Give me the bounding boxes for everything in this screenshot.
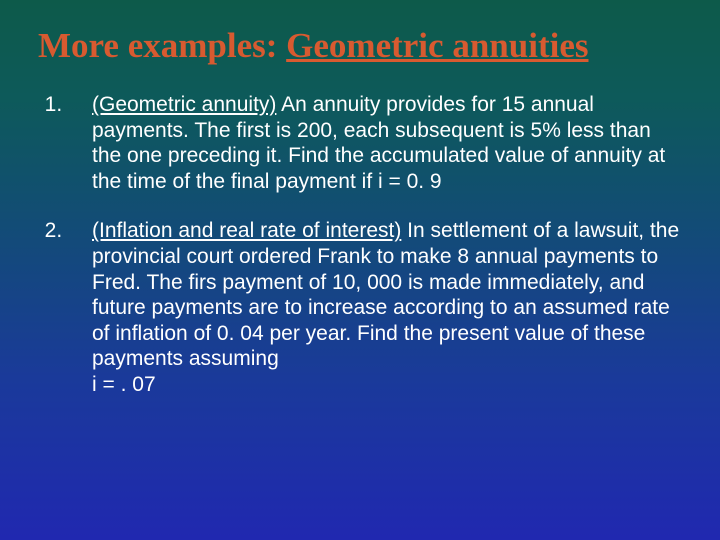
list-item: (Geometric annuity) An annuity provides … xyxy=(68,92,682,194)
ordered-list: (Geometric annuity) An annuity provides … xyxy=(38,92,682,398)
slide: More examples: Geometric annuities (Geom… xyxy=(0,0,720,540)
list-item: (Inflation and real rate of interest) In… xyxy=(68,218,682,397)
item-tail: i = . 07 xyxy=(92,373,156,396)
slide-title: More examples: Geometric annuities xyxy=(38,26,682,66)
item-term: (Inflation and real rate of interest) xyxy=(92,219,401,242)
item-term: (Geometric annuity) xyxy=(92,93,276,116)
title-underlined: Geometric annuities xyxy=(286,26,588,65)
title-prefix: More examples: xyxy=(38,26,277,65)
